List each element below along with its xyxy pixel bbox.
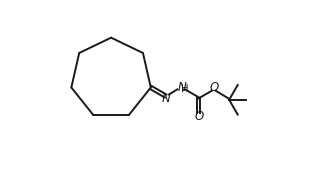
Text: O: O [210,81,219,94]
Text: N: N [178,81,186,94]
Text: H: H [181,84,189,94]
Text: O: O [194,110,203,123]
Text: N: N [162,92,171,105]
